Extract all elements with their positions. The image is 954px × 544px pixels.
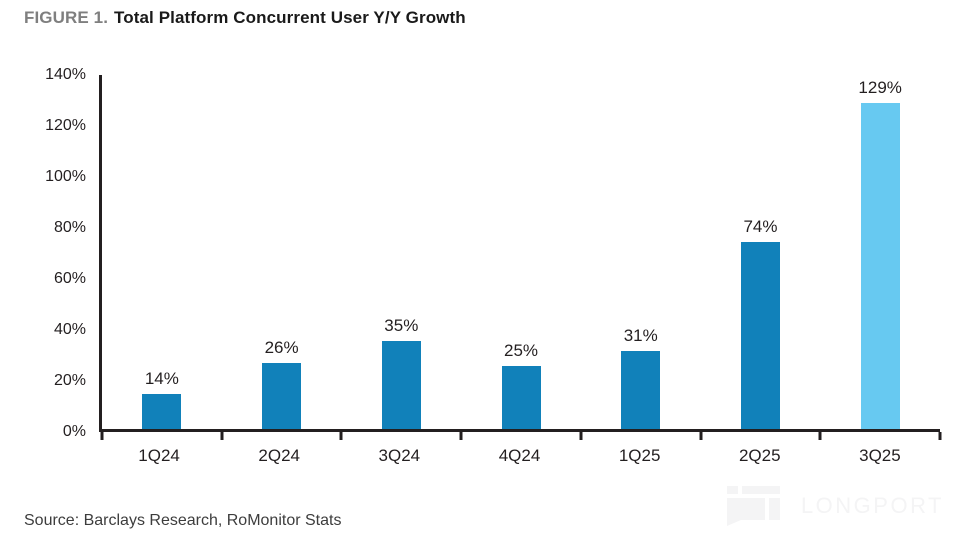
bar-2Q24 (262, 363, 302, 429)
x-axis-tick (579, 432, 583, 440)
x-axis-tick (339, 432, 343, 440)
bar-value-label: 14% (144, 368, 179, 388)
watermark: LONGPORT (726, 486, 944, 526)
x-category-label: 3Q25 (859, 446, 901, 465)
chart-plot-area: 14% 26% 35% 25% 31% 74% 129% (99, 75, 942, 440)
bar-1Q25 (621, 350, 661, 429)
bar-value-label: 25% (504, 340, 539, 360)
x-axis-tick (220, 432, 224, 440)
y-tick-label: 20% (53, 372, 86, 389)
y-tick-label: 100% (45, 168, 86, 185)
bar-2Q25 (740, 241, 780, 429)
bar-column: 129% (820, 75, 940, 429)
bar-value-label: 35% (384, 315, 419, 335)
figure-label: FIGURE 1. (24, 8, 109, 27)
bar-3Q25 (860, 102, 900, 429)
y-tick-label: 60% (53, 270, 86, 287)
bar-column: 35% (341, 75, 461, 429)
x-category-label: 2Q24 (258, 446, 300, 465)
x-axis-labels: 1Q24 2Q24 3Q24 4Q24 1Q25 2Q25 3Q25 (99, 446, 940, 466)
bar-value-label: 74% (743, 216, 778, 236)
longport-logo-icon (726, 486, 780, 526)
bar-column: 26% (222, 75, 342, 429)
bar-column: 31% (581, 75, 701, 429)
bar-value-label: 31% (623, 325, 658, 345)
x-category-label: 3Q24 (378, 446, 421, 465)
x-category-label: 4Q24 (498, 446, 541, 465)
bar-value-label: 129% (858, 77, 902, 97)
x-axis-tick (938, 432, 942, 440)
x-axis-tick (100, 432, 104, 440)
bar-series: 14% 26% 35% 25% 31% 74% 129% (102, 75, 940, 429)
y-tick-label: 80% (53, 219, 86, 236)
y-tick-label: 0% (62, 423, 86, 440)
y-tick-label: 120% (45, 117, 86, 134)
x-axis-tick (459, 432, 463, 440)
y-axis-labels: 0% 20% 40% 60% 80% 100% 120% 140% (0, 67, 86, 440)
bar-column: 14% (102, 75, 222, 429)
watermark-brand-text: LONGPORT (800, 493, 944, 518)
y-tick-label: 40% (53, 321, 86, 338)
bar-4Q24 (501, 365, 541, 429)
bar-1Q24 (142, 393, 182, 429)
x-category-label: 1Q24 (138, 446, 180, 465)
source-note: Source: Barclays Research, RoMonitor Sta… (24, 512, 342, 529)
figure-header: FIGURE 1. Total Platform Concurrent User … (24, 8, 466, 28)
y-tick-label: 140% (45, 66, 86, 83)
x-category-label: 2Q25 (738, 446, 781, 465)
x-axis-tick (699, 432, 703, 440)
bar-column: 25% (461, 75, 581, 429)
bar-3Q24 (381, 340, 421, 429)
x-category-label: 1Q25 (618, 446, 661, 465)
bar-value-label: 26% (264, 338, 299, 358)
bar-column: 74% (701, 75, 821, 429)
page-title: Total Platform Concurrent User Y/Y Growt… (114, 8, 466, 27)
x-axis-tick (818, 432, 822, 440)
